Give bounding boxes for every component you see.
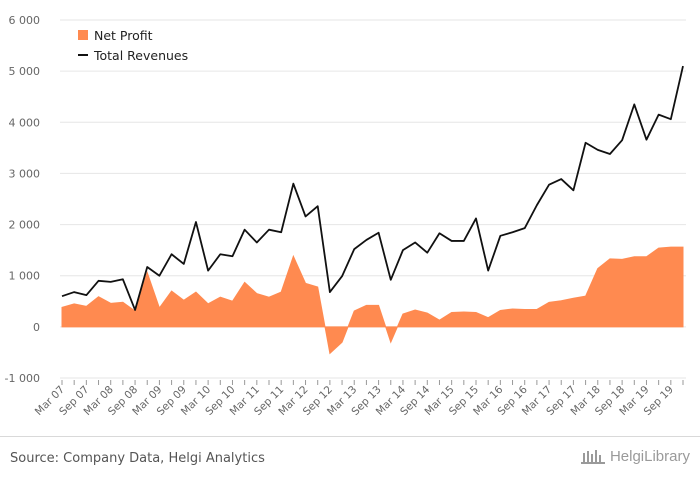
legend: Net Profit Total Revenues [78, 28, 188, 63]
total-revenues-series [61, 65, 684, 311]
chart: -1 000 0 1 000 2 000 3 000 4 000 5 000 6 000 Ma… [5, 14, 686, 418]
y-tick-label: 3 000 [9, 167, 41, 180]
net-profit-area [61, 246, 684, 355]
y-axis: -1 000 0 1 000 2 000 3 000 4 000 5 000 6 000 [5, 14, 40, 385]
source-note: Source: Company Data, Helgi Analytics [10, 451, 265, 466]
y-tick-label: 6 000 [9, 14, 41, 27]
y-tick-label: 0 [33, 321, 40, 334]
y-tick-label: 4 000 [9, 116, 41, 129]
y-tick-label: 1 000 [9, 270, 41, 283]
total-revenues-line [61, 65, 684, 311]
net-profit-series [61, 246, 684, 355]
legend-label-net-profit: Net Profit [94, 28, 153, 43]
library-building-icon [580, 450, 605, 464]
helgi-library-logo[interactable]: HelgiLibrary [580, 447, 690, 465]
footer-divider [0, 436, 700, 437]
legend-swatch-net-profit [78, 30, 88, 40]
y-tick-label: 5 000 [9, 65, 41, 78]
y-tick-label: 2 000 [9, 219, 41, 232]
legend-label-total-revenues: Total Revenues [93, 48, 188, 63]
logo-text: HelgiLibrary [609, 447, 690, 465]
y-tick-label: -1 000 [5, 372, 40, 385]
